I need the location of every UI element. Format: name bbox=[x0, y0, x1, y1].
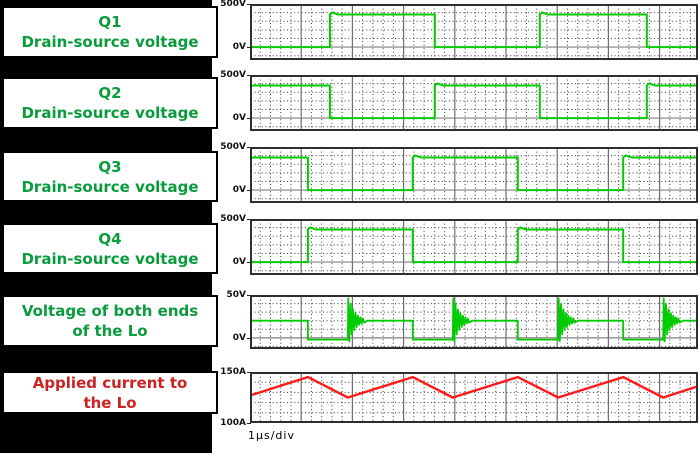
channel-name-label: Q1 bbox=[98, 13, 122, 31]
time-axis-label: 1μs/div bbox=[248, 429, 295, 442]
channel-label-box: Q3 Drain-source voltage bbox=[2, 151, 218, 202]
channel-name-label: Q2 bbox=[98, 84, 122, 102]
y-axis-bottom-tick-label: 100A bbox=[212, 418, 251, 428]
y-axis-top-tick-label: 50V bbox=[212, 290, 251, 300]
y-axis-top-tick-label: 500V bbox=[212, 142, 251, 152]
waveform-plot bbox=[250, 4, 698, 60]
channel-desc-label: of the Lo bbox=[72, 322, 148, 340]
channel-label-box: Voltage of both ends of the Lo bbox=[2, 295, 218, 347]
channel-desc-label: the Lo bbox=[83, 393, 137, 412]
channel-desc-label: Drain-source voltage bbox=[21, 33, 199, 51]
channel-name-label: Q3 bbox=[98, 157, 122, 176]
channel-name-label: Voltage of both ends bbox=[21, 302, 199, 320]
waveform-plot bbox=[250, 295, 698, 349]
y-axis-bottom-tick-label: 0V bbox=[212, 185, 251, 195]
y-axis-top-tick-label: 500V bbox=[212, 70, 251, 80]
channel-desc-label: Drain-source voltage bbox=[21, 177, 199, 196]
channel-label-box: Q2 Drain-source voltage bbox=[2, 77, 218, 129]
waveform-plot bbox=[250, 219, 698, 275]
channel-label-box: Q4 Drain-source voltage bbox=[2, 223, 218, 274]
channel-name-label: Applied current to bbox=[32, 373, 188, 392]
channel-label-box: Q1 Drain-source voltage bbox=[2, 6, 218, 58]
waveform-plot bbox=[250, 372, 698, 423]
channel-label-box: Applied current to the Lo bbox=[2, 371, 218, 414]
y-axis-top-tick-label: 500V bbox=[212, 0, 251, 9]
waveform-plot bbox=[250, 147, 698, 203]
y-axis-bottom-tick-label: 0V bbox=[212, 257, 251, 267]
y-axis-bottom-tick-label: 0V bbox=[212, 113, 251, 123]
channel-name-label: Q4 bbox=[98, 229, 122, 248]
channel-desc-label: Drain-source voltage bbox=[21, 104, 199, 122]
y-axis-top-tick-label: 500V bbox=[212, 214, 251, 224]
channel-desc-label: Drain-source voltage bbox=[21, 249, 199, 268]
waveform-plot bbox=[250, 75, 698, 131]
y-axis-bottom-tick-label: 0V bbox=[212, 42, 251, 52]
y-axis-top-tick-label: 150A bbox=[212, 367, 251, 377]
y-axis-bottom-tick-label: 0V bbox=[212, 333, 251, 343]
